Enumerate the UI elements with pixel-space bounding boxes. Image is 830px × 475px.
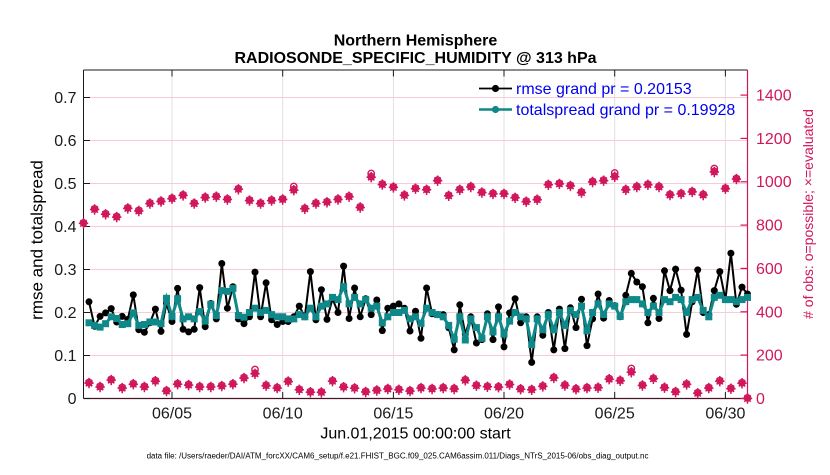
svg-text:06/05: 06/05 (152, 406, 192, 423)
svg-text:0.5: 0.5 (54, 176, 76, 193)
svg-text:06/10: 06/10 (263, 406, 303, 423)
svg-text:0: 0 (68, 391, 77, 408)
svg-text:rmse and totalspread: rmse and totalspread (28, 160, 47, 320)
svg-text:data file: /Users/raeder/DAI/A: data file: /Users/raeder/DAI/ATM_forcXX/… (147, 452, 649, 461)
svg-text:600: 600 (756, 261, 783, 278)
svg-text:06/15: 06/15 (373, 406, 413, 423)
svg-text:0.3: 0.3 (54, 262, 76, 279)
svg-text:200: 200 (756, 348, 783, 365)
svg-text:0.7: 0.7 (54, 90, 76, 107)
svg-text:rmse grand pr = 0.20153: rmse grand pr = 0.20153 (516, 81, 692, 98)
svg-text:0.1: 0.1 (54, 348, 76, 365)
svg-text:Jun.01,2015 00:00:00 start: Jun.01,2015 00:00:00 start (320, 426, 511, 443)
svg-text:Northern Hemisphere: Northern Hemisphere (334, 33, 498, 50)
svg-text:1000: 1000 (756, 174, 792, 191)
svg-text:# of obs: o=possible; ×=evalua: # of obs: o=possible; ×=evaluated (800, 109, 816, 319)
svg-text:totalspread grand pr = 0.19928: totalspread grand pr = 0.19928 (516, 102, 735, 119)
svg-text:0.2: 0.2 (54, 305, 76, 322)
svg-text:06/30: 06/30 (705, 406, 745, 423)
svg-text:0: 0 (756, 391, 765, 408)
svg-text:06/20: 06/20 (484, 406, 524, 423)
svg-text:800: 800 (756, 218, 783, 235)
svg-text:1400: 1400 (756, 88, 792, 105)
svg-text:06/25: 06/25 (595, 406, 635, 423)
svg-text:0.4: 0.4 (54, 219, 76, 236)
svg-text:400: 400 (756, 304, 783, 321)
svg-text:1200: 1200 (756, 131, 792, 148)
svg-text:RADIOSONDE_SPECIFIC_HUMIDITY @: RADIOSONDE_SPECIFIC_HUMIDITY @ 313 hPa (234, 50, 596, 67)
svg-text:0.6: 0.6 (54, 133, 76, 150)
